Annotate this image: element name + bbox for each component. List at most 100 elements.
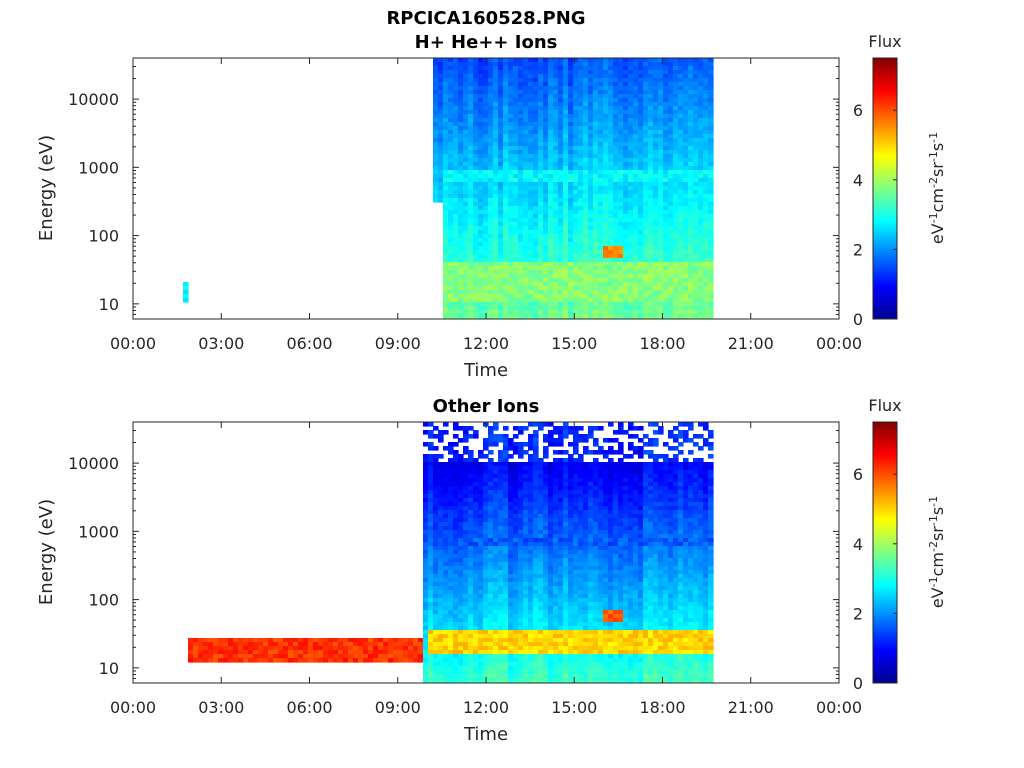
spectrogram-cell <box>448 566 454 571</box>
spectrogram-cell <box>638 230 644 235</box>
spectrogram-cell <box>423 506 429 511</box>
spectrogram-cell <box>373 654 379 659</box>
spectrogram-cell <box>698 74 704 79</box>
spectrogram-cell <box>578 110 584 115</box>
spectrogram-cell <box>698 106 704 111</box>
spectrogram-cell <box>513 258 519 263</box>
spectrogram-cell <box>703 218 709 223</box>
spectrogram-cell <box>483 266 489 271</box>
spectrogram-cell <box>448 574 454 579</box>
spectrogram-cell <box>608 210 614 215</box>
spectrogram-cell <box>538 230 544 235</box>
spectrogram-cell <box>488 578 494 583</box>
spectrogram-cell <box>578 114 584 119</box>
spectrogram-cell <box>648 222 654 227</box>
spectrogram-cell <box>488 286 494 291</box>
spectrogram-cell <box>183 294 189 299</box>
spectrogram-cell <box>448 646 454 651</box>
spectrogram-cell <box>473 238 479 243</box>
spectrogram-cell <box>638 86 644 91</box>
spectrogram-cell <box>463 254 469 259</box>
spectrogram-cell <box>513 62 519 67</box>
spectrogram-cell <box>493 238 499 243</box>
spectrogram-cell <box>493 302 499 307</box>
spectrogram-cell <box>568 174 574 179</box>
spectrogram-cell <box>483 82 489 87</box>
spectrogram-cell <box>538 126 544 131</box>
spectrogram-cell <box>478 522 484 527</box>
spectrogram-cell <box>213 658 219 663</box>
spectrogram-cell <box>588 138 594 143</box>
spectrogram-cell <box>648 226 654 231</box>
spectrogram-cell <box>478 602 484 607</box>
spectrogram-cell <box>603 66 609 71</box>
spectrogram-cell <box>463 662 469 667</box>
spectrogram-cell <box>483 122 489 127</box>
spectrogram-cell <box>588 206 594 211</box>
spectrogram-cell <box>593 70 599 75</box>
spectrogram-cell <box>443 298 449 303</box>
spectrogram-cell <box>583 210 589 215</box>
spectrogram-cell <box>568 258 574 263</box>
spectrogram-cell <box>543 146 549 151</box>
spectrogram-cell <box>458 170 464 175</box>
spectrogram-cell <box>463 506 469 511</box>
spectrogram-cell <box>468 554 474 559</box>
spectrogram-cell <box>603 138 609 143</box>
spectrogram-cell <box>473 622 479 627</box>
spectrogram-cell <box>448 114 454 119</box>
spectrogram-cell <box>438 506 444 511</box>
spectrogram-cell <box>483 546 489 551</box>
spectrogram-cell <box>448 314 454 319</box>
spectrogram-cell <box>453 514 459 519</box>
spectrogram-cell <box>598 290 604 295</box>
spectrogram-cell <box>638 210 644 215</box>
spectrogram-cell <box>573 302 579 307</box>
spectrogram-cell <box>613 158 619 163</box>
spectrogram-cell <box>568 238 574 243</box>
spectrogram-cell <box>488 270 494 275</box>
spectrogram-cell <box>613 278 619 283</box>
spectrogram-cell <box>483 202 489 207</box>
spectrogram-cell <box>438 490 444 495</box>
spectrogram-cell <box>498 278 504 283</box>
spectrogram-cell <box>653 94 659 99</box>
spectrogram-cell <box>483 482 489 487</box>
spectrogram-cell <box>593 206 599 211</box>
spectrogram-cell <box>428 578 434 583</box>
spectrogram-cell <box>523 138 529 143</box>
spectrogram-cell <box>428 470 434 475</box>
spectrogram-cell <box>493 182 499 187</box>
spectrogram-cell <box>703 62 709 67</box>
spectrogram-cell <box>698 126 704 131</box>
spectrogram-cell <box>533 162 539 167</box>
spectrogram-cell <box>693 178 699 183</box>
spectrogram-cell <box>708 62 714 67</box>
spectrogram-cell <box>408 642 414 647</box>
spectrogram-cell <box>463 482 469 487</box>
spectrogram-cell <box>673 314 679 319</box>
spectrogram-cell <box>463 546 469 551</box>
spectrogram-cell <box>488 646 494 651</box>
spectrogram-cell <box>628 74 634 79</box>
spectrogram-cell <box>283 650 289 655</box>
spectrogram-cell <box>473 278 479 283</box>
spectrogram-cell <box>533 266 539 271</box>
spectrogram-cell <box>703 186 709 191</box>
spectrogram-cell <box>488 426 494 431</box>
spectrogram-cell <box>383 650 389 655</box>
spectrogram-cell <box>638 186 644 191</box>
spectrogram-cell <box>438 662 444 667</box>
spectrogram-cell <box>493 482 499 487</box>
spectrogram-cell <box>443 138 449 143</box>
spectrogram-cell <box>518 278 524 283</box>
spectrogram-cell <box>678 270 684 275</box>
spectrogram-cell <box>473 606 479 611</box>
spectrogram-cell <box>708 166 714 171</box>
spectrogram-cell <box>478 146 484 151</box>
spectrogram-cell <box>558 166 564 171</box>
spectrogram-cell <box>653 98 659 103</box>
spectrogram-cell <box>573 118 579 123</box>
spectrogram-cell <box>603 118 609 123</box>
spectrogram-cell <box>463 470 469 475</box>
